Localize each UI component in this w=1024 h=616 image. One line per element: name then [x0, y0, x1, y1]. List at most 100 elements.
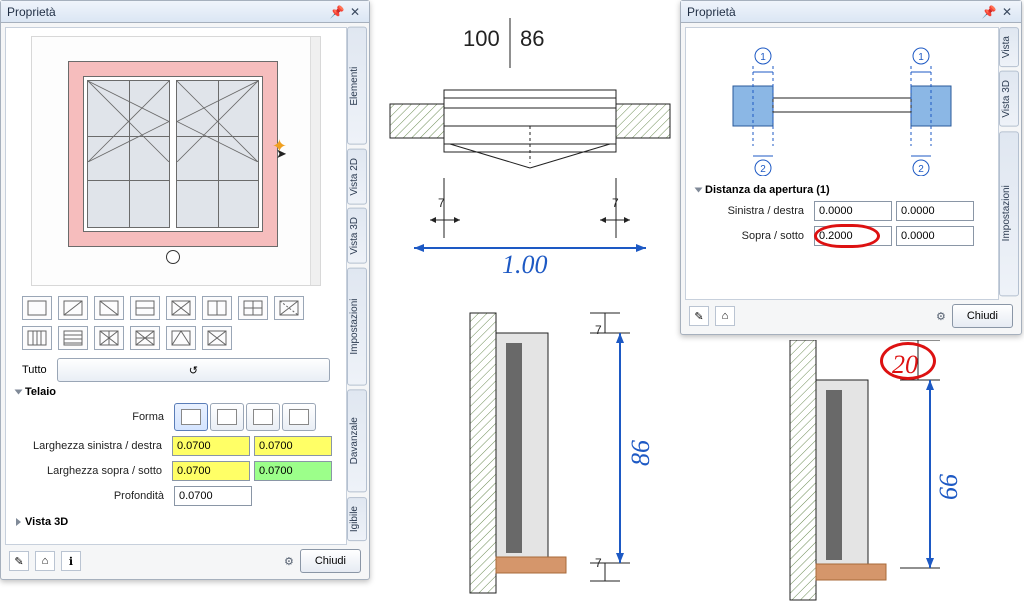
shape-option[interactable]	[282, 403, 316, 431]
section-title: Vista 3D	[25, 516, 68, 528]
svg-text:1: 1	[918, 52, 924, 63]
section-title: Distanza da apertura (1)	[705, 184, 830, 196]
reset-button[interactable]: ↺	[57, 358, 330, 382]
larg-sd-label: Larghezza sinistra / destra	[16, 440, 172, 452]
pin-icon[interactable]: 📌	[329, 5, 345, 19]
style-option[interactable]	[202, 296, 232, 320]
style-option[interactable]	[94, 296, 124, 320]
window-preview: ✦➤	[31, 36, 321, 286]
sd-left[interactable]	[814, 201, 892, 221]
dim-side-r: 7	[612, 196, 619, 210]
prof-label: Profondità	[16, 490, 174, 502]
shape-option[interactable]	[210, 403, 244, 431]
style-option[interactable]	[94, 326, 124, 350]
tab-igibile[interactable]: Igibile	[347, 497, 367, 541]
footer-icon[interactable]: ⌂	[715, 306, 735, 326]
close-icon[interactable]: ✕	[999, 5, 1015, 19]
dim-sec-top: 7	[595, 323, 602, 337]
title-bar[interactable]: Proprietà 📌 ✕	[681, 1, 1021, 23]
ss-top[interactable]	[814, 226, 892, 246]
dim-top-right: 86	[520, 26, 544, 52]
sd-right[interactable]	[896, 201, 974, 221]
panel-body: 1 1 2 2 Distanza da apertura (1) Sinistr…	[685, 27, 999, 300]
gear-icon[interactable]: ⚙	[284, 555, 294, 568]
highlight-cursor-icon: ✦➤	[272, 136, 287, 157]
tab-vista3d[interactable]: Vista 3D	[347, 208, 367, 264]
style-option[interactable]	[22, 326, 52, 350]
style-option[interactable]	[202, 326, 232, 350]
ss-label: Sopra / sotto	[696, 230, 814, 242]
panel-footer: ✎ ⌂ ℹ ⚙ Chiudi	[5, 547, 365, 575]
style-option[interactable]	[58, 326, 88, 350]
tab-davanzale[interactable]: Davanzale	[347, 389, 367, 492]
tab-impostazioni[interactable]: Impostazioni	[347, 268, 367, 386]
larg-ss-label: Larghezza sopra / sotto	[16, 465, 172, 477]
tab-elementi[interactable]: Elementi	[347, 27, 367, 145]
larg-ss-bottom[interactable]	[254, 461, 332, 481]
footer-icon[interactable]: ✎	[9, 551, 29, 571]
side-tabs: Elementi Vista 2D Vista 3D Impostazioni …	[347, 27, 367, 545]
larg-sd-left[interactable]	[172, 436, 250, 456]
tab-vista2d[interactable]: Vista 2D	[347, 149, 367, 205]
dim-right-height: 66	[934, 474, 964, 500]
section-telaio[interactable]: Telaio	[16, 386, 336, 398]
footer-icon[interactable]: ℹ	[61, 551, 81, 571]
panel-footer: ✎ ⌂ ⚙ Chiudi	[685, 302, 1017, 330]
svg-text:2: 2	[918, 164, 924, 175]
dim-sec-height: 86	[626, 440, 656, 466]
shape-buttons	[174, 403, 316, 431]
section-vista3d[interactable]: Vista 3D	[16, 516, 336, 528]
panel-body: ✦➤ Tutto ↺	[5, 27, 347, 545]
dim-sec-bot: 7	[595, 556, 602, 570]
forma-label: Forma	[16, 411, 174, 423]
dim-side-l: 7	[438, 196, 445, 210]
technical-drawing-right: 66 20	[780, 340, 1010, 610]
drawing-svg	[380, 8, 680, 608]
svg-text:1: 1	[760, 52, 766, 63]
close-icon[interactable]: ✕	[347, 5, 363, 19]
pin-icon[interactable]: 📌	[981, 5, 997, 19]
close-button[interactable]: Chiudi	[952, 304, 1013, 328]
profondita-field[interactable]	[174, 486, 252, 506]
reset-icon: ↺	[189, 364, 198, 377]
dim-right-top: 20	[892, 350, 918, 380]
section-title: Telaio	[25, 386, 56, 398]
style-option[interactable]	[22, 296, 52, 320]
opening-distance-preview: 1 1 2 2	[707, 36, 977, 176]
side-tabs: Vista Vista 3D Impostazioni	[999, 27, 1019, 300]
svg-text:2: 2	[760, 164, 766, 175]
close-button[interactable]: Chiudi	[300, 549, 361, 573]
larg-sd-right[interactable]	[254, 436, 332, 456]
tab-impostazioni[interactable]: Impostazioni	[999, 131, 1019, 296]
title-bar[interactable]: Proprietà 📌 ✕	[1, 1, 369, 23]
style-option[interactable]	[58, 296, 88, 320]
style-option[interactable]	[130, 326, 160, 350]
window-style-grid	[16, 296, 336, 350]
ss-bottom[interactable]	[896, 226, 974, 246]
properties-panel-right: Proprietà 📌 ✕	[680, 0, 1022, 335]
shape-option[interactable]	[246, 403, 280, 431]
technical-drawing-center: 100 86 7 7 1.00 7 86 7	[380, 8, 680, 608]
style-option[interactable]	[166, 326, 196, 350]
sd-label: Sinistra / destra	[696, 205, 814, 217]
footer-icon[interactable]: ✎	[689, 306, 709, 326]
dim-top-left: 100	[463, 26, 500, 52]
section-distanza[interactable]: Distanza da apertura (1)	[696, 184, 988, 196]
panel-title: Proprietà	[687, 5, 736, 19]
tab-vista[interactable]: Vista	[999, 27, 1019, 67]
properties-panel-left: Proprietà 📌 ✕	[0, 0, 370, 580]
larg-ss-top[interactable]	[172, 461, 250, 481]
dim-width: 1.00	[502, 250, 548, 280]
tab-vista3d[interactable]: Vista 3D	[999, 71, 1019, 127]
handle-icon	[166, 250, 180, 264]
style-option[interactable]	[130, 296, 160, 320]
tutto-label: Tutto	[22, 364, 47, 376]
style-option[interactable]	[166, 296, 196, 320]
style-option[interactable]	[238, 296, 268, 320]
panel-title: Proprietà	[7, 5, 56, 19]
shape-option[interactable]	[174, 403, 208, 431]
gear-icon[interactable]: ⚙	[936, 310, 946, 323]
style-option[interactable]	[274, 296, 304, 320]
footer-icon[interactable]: ⌂	[35, 551, 55, 571]
preview-scrollbar[interactable]	[310, 37, 320, 285]
